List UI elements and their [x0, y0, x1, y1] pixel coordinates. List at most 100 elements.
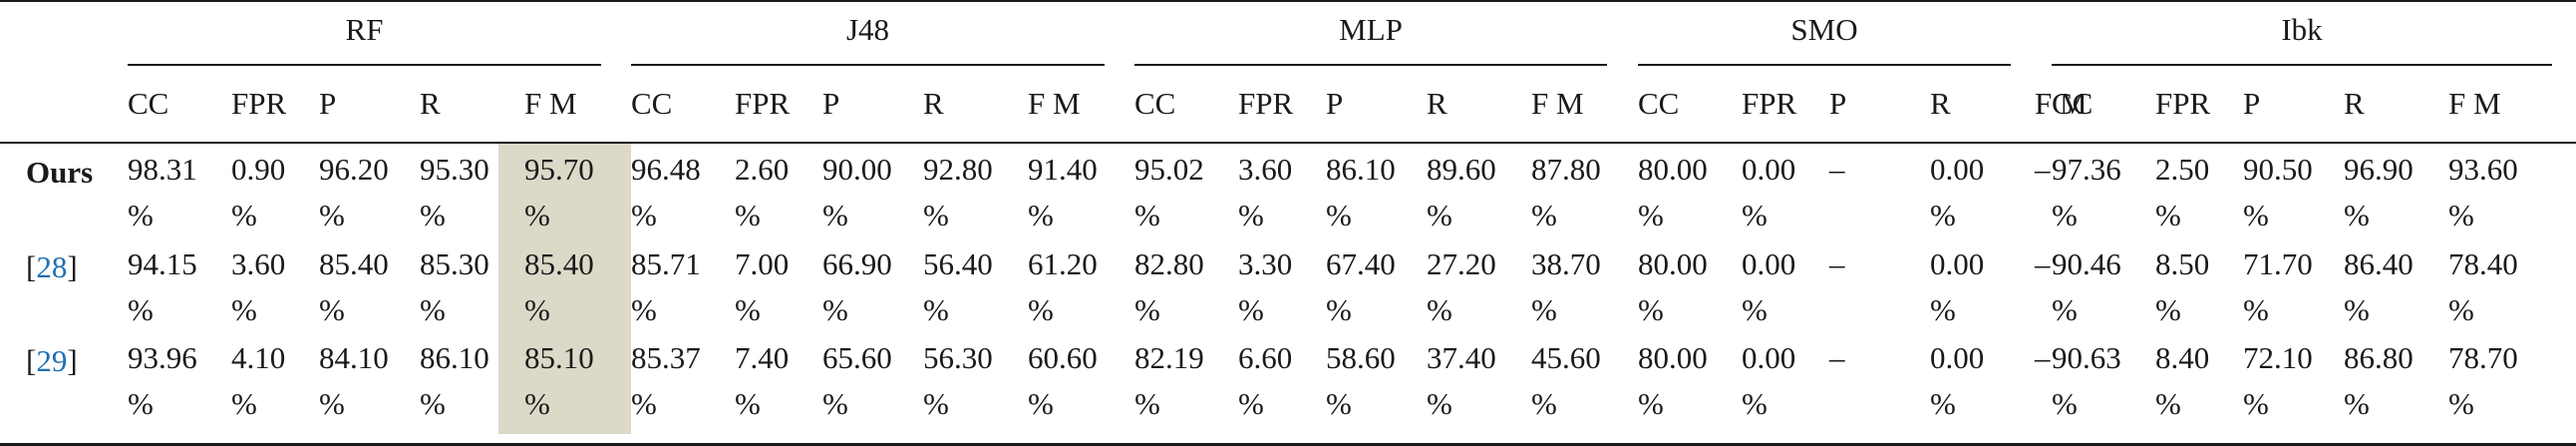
column-header-cc: CC [128, 86, 169, 121]
table-cell: 2.60 % [735, 152, 790, 232]
table-cell: 82.80 % [1134, 246, 1204, 327]
table-cell: 84.10 % [319, 340, 389, 421]
table-cell: 66.90 % [822, 246, 892, 327]
top-rule [0, 0, 2576, 2]
table-cell: 7.00 % [735, 246, 790, 327]
column-header-cc: CC [631, 86, 673, 121]
table-cell: 78.40 % [2448, 246, 2518, 327]
table-cell: 86.10 % [420, 340, 489, 421]
table-cell: 98.31 % [128, 152, 197, 232]
table-cell: 94.15 % [128, 246, 197, 327]
table-cell: 61.20 % [1028, 246, 1098, 327]
row-label: [29] [26, 343, 78, 378]
column-header-fm: F M [524, 86, 577, 121]
table-cell: 90.50 % [2243, 152, 2313, 232]
table-cell: 2.50 % [2155, 152, 2210, 232]
column-header-fpr: FPR [735, 86, 791, 121]
column-header-fm: F M [1028, 86, 1081, 121]
table-cell: 96.20 % [319, 152, 389, 232]
group-header-ibk: Ibk [2281, 12, 2323, 47]
group-header-mlp: MLP [1339, 12, 1403, 47]
table-cell: 72.10 % [2243, 340, 2313, 421]
column-header-r: R [1427, 86, 1448, 121]
column-header-cc: CC [2052, 86, 2093, 121]
column-header-fpr: FPR [1238, 86, 1294, 121]
table-cell: 93.60 % [2448, 152, 2518, 232]
table-cell: – [1829, 246, 1845, 281]
table-cell: 56.30 % [923, 340, 993, 421]
column-header-p: P [2243, 86, 2261, 121]
row-label: Ours [26, 155, 94, 190]
table-cell: 92.80 % [923, 152, 993, 232]
row-label: [28] [26, 249, 78, 284]
bottom-rule [0, 443, 2576, 446]
table-cell: 85.71 % [631, 246, 701, 327]
table-cell: 85.40 % [319, 246, 389, 327]
table-cell: 0.00 % [1742, 152, 1796, 232]
table-cell: 90.46 % [2052, 246, 2121, 327]
column-header-fpr: FPR [231, 86, 287, 121]
column-header-cc: CC [1638, 86, 1680, 121]
table-cell: 67.40 % [1326, 246, 1396, 327]
highlight-column [498, 144, 631, 434]
table-cell: 86.80 % [2344, 340, 2414, 421]
citation-link[interactable]: 28 [36, 249, 68, 284]
column-header-fm: F M [2035, 86, 2088, 121]
table-cell: 0.90 % [231, 152, 286, 232]
table-cell: 0.00 % [1930, 152, 1985, 232]
table-cell: 87.80 % [1531, 152, 1601, 232]
table-cell: 95.70 % [524, 152, 594, 232]
table-cell: 71.70 % [2243, 246, 2313, 327]
table-cell: 86.40 % [2344, 246, 2414, 327]
table-cell: 91.40 % [1028, 152, 1098, 232]
table-cell: 96.90 % [2344, 152, 2414, 232]
table-cell: – [1829, 340, 1845, 375]
column-header-p: P [1829, 86, 1847, 121]
table-cell: 85.10 % [524, 340, 594, 421]
column-header-fpr: FPR [2155, 86, 2211, 121]
table-cell: 8.50 % [2155, 246, 2210, 327]
table-cell: – [2035, 246, 2051, 281]
table-cell: 6.60 % [1238, 340, 1293, 421]
table-cell: 0.00 % [1930, 246, 1985, 327]
group-header-smo: SMO [1790, 12, 1858, 47]
group-rule-smo [1638, 64, 2011, 66]
group-rule-j48 [631, 64, 1105, 66]
table-cell: 86.10 % [1326, 152, 1396, 232]
table-cell: 93.96 % [128, 340, 197, 421]
table-cell: 58.60 % [1326, 340, 1396, 421]
table-cell: 80.00 % [1638, 246, 1708, 327]
group-rule-rf [128, 64, 601, 66]
column-header-r: R [2344, 86, 2365, 121]
header-rule [0, 142, 2576, 144]
column-header-fm: F M [2448, 86, 2501, 121]
table-cell: 37.40 % [1427, 340, 1496, 421]
table-cell: 0.00 % [1742, 246, 1796, 327]
column-header-fm: F M [1531, 86, 1584, 121]
table-cell: – [2035, 340, 2051, 375]
column-header-p: P [319, 86, 337, 121]
column-header-fpr: FPR [1742, 86, 1797, 121]
table-cell: 7.40 % [735, 340, 790, 421]
table-cell: – [2035, 152, 2051, 187]
table-cell: 80.00 % [1638, 152, 1708, 232]
table-cell: 78.70 % [2448, 340, 2518, 421]
table-cell: – [1829, 152, 1845, 187]
table-cell: 85.40 % [524, 246, 594, 327]
table-cell: 45.60 % [1531, 340, 1601, 421]
column-header-cc: CC [1134, 86, 1176, 121]
table-cell: 0.00 % [1930, 340, 1985, 421]
table-cell: 85.30 % [420, 246, 489, 327]
group-header-j48: J48 [845, 12, 890, 47]
group-header-rf: RF [345, 12, 384, 47]
table-cell: 4.10 % [231, 340, 286, 421]
column-header-r: R [420, 86, 441, 121]
table-cell: 96.48 % [631, 152, 701, 232]
table-cell: 85.37 % [631, 340, 701, 421]
table-cell: 56.40 % [923, 246, 993, 327]
table-cell: 0.00 % [1742, 340, 1796, 421]
citation-link[interactable]: 29 [36, 343, 68, 378]
table-cell: 3.30 % [1238, 246, 1293, 327]
table-cell: 82.19 % [1134, 340, 1204, 421]
